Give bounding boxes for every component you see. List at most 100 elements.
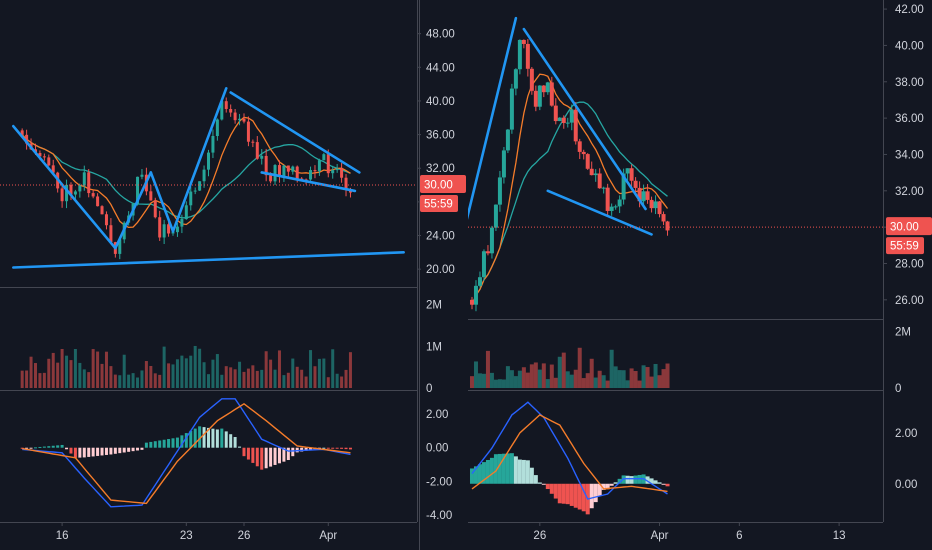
candle-body xyxy=(238,118,242,121)
candle-body xyxy=(617,199,622,207)
volume-bar xyxy=(286,372,290,388)
volume-bar xyxy=(193,345,197,388)
macd-histogram-bar xyxy=(193,428,197,448)
candle-body xyxy=(25,134,29,144)
left-chart[interactable]: 20.0024.0028.0032.0036.0040.0044.0048.00… xyxy=(0,0,466,542)
volume-bar xyxy=(69,360,73,388)
macd-histogram-bar xyxy=(665,483,670,487)
volume-bar xyxy=(493,379,498,388)
macd-histogram-bar xyxy=(149,441,153,448)
volume-bar xyxy=(158,374,162,388)
macd-histogram-bar xyxy=(481,462,486,484)
volume-bar xyxy=(317,358,321,388)
candle-body xyxy=(295,166,299,179)
trendline[interactable] xyxy=(171,87,228,233)
volume-bar xyxy=(273,369,277,388)
volume-bar xyxy=(251,365,255,388)
macd-histogram-bar xyxy=(82,447,86,458)
macd-histogram-bar xyxy=(291,447,295,457)
macd-histogram-bar xyxy=(65,447,69,450)
trendline[interactable] xyxy=(522,27,647,211)
candle-body xyxy=(140,174,144,177)
volume-bar xyxy=(629,368,634,388)
candle-body xyxy=(517,39,522,70)
candle-body xyxy=(485,251,490,254)
macd-tick-label: -2.00 xyxy=(426,476,452,488)
volume-bar xyxy=(335,373,339,388)
volume-bar xyxy=(331,349,335,388)
volume-bar xyxy=(509,370,514,388)
candle-body xyxy=(497,177,502,205)
macd-histogram-bar xyxy=(617,478,622,484)
macd-histogram-bar xyxy=(304,447,308,451)
volume-tick-label: 2M xyxy=(895,326,911,338)
volume-bar xyxy=(277,350,281,388)
macd-histogram-bar xyxy=(29,447,33,449)
trendline[interactable] xyxy=(260,171,357,193)
candle-body xyxy=(322,154,326,161)
volume-bar xyxy=(224,366,228,388)
volume-bar xyxy=(585,373,590,388)
candle-body xyxy=(198,181,202,191)
candle-body xyxy=(78,185,82,192)
macd-histogram-bar xyxy=(629,476,634,484)
macd-histogram-bar xyxy=(581,483,586,512)
candle-body xyxy=(82,172,86,186)
volume-bar xyxy=(291,358,295,388)
candle-body xyxy=(501,150,506,178)
trendline[interactable] xyxy=(464,16,518,231)
macd-histogram-bar xyxy=(657,482,662,484)
volume-bar xyxy=(649,376,654,388)
macd-histogram-bar xyxy=(220,428,224,448)
macd-histogram-bar xyxy=(118,447,122,454)
macd-histogram-bar xyxy=(211,428,215,448)
macd-histogram-bar xyxy=(340,447,344,449)
candle-body xyxy=(335,168,339,171)
volume-bar xyxy=(322,358,326,388)
macd-tick-label: 0.00 xyxy=(895,479,917,491)
candle-body xyxy=(573,109,578,142)
macd-histogram-bar xyxy=(497,453,502,484)
macd-histogram-bar xyxy=(100,447,104,456)
countdown-tag xyxy=(420,195,458,213)
volume-bar xyxy=(501,379,506,388)
candle-body xyxy=(91,193,95,197)
macd-histogram-bar xyxy=(122,447,126,453)
volume-bar xyxy=(597,370,602,388)
macd-histogram-bar xyxy=(549,483,554,494)
right-chart[interactable]: 26.00 28.00 30.00 32.00 34.00 36.00 38.00 40.00… xyxy=(464,0,932,542)
volume-bar xyxy=(260,369,264,388)
volume-bar xyxy=(47,358,51,388)
candle-body xyxy=(246,121,250,142)
candle-body xyxy=(609,206,614,211)
volume-bar xyxy=(246,368,250,388)
trendline[interactable] xyxy=(149,171,175,233)
price-tick-label: 26.00 xyxy=(895,295,924,307)
candle-body xyxy=(273,165,277,182)
trendline[interactable] xyxy=(229,91,361,174)
candle-body xyxy=(193,190,197,192)
macd-histogram-bar xyxy=(300,447,304,452)
macd-histogram-bar xyxy=(322,447,326,449)
signal-line xyxy=(471,414,668,493)
volume-bar xyxy=(637,380,642,388)
candle-body xyxy=(649,199,654,209)
volume-tick-label: 0 xyxy=(895,383,901,395)
macd-histogram-bar xyxy=(51,445,55,448)
candle-body xyxy=(665,221,670,231)
price-tick-label: 40.00 xyxy=(426,96,455,108)
volume-bar xyxy=(641,365,646,388)
macd-histogram-bar xyxy=(131,447,135,452)
time-tick-label: 23 xyxy=(180,530,193,542)
candle-body xyxy=(473,285,478,305)
candle-body xyxy=(613,206,618,208)
macd-histogram-bar xyxy=(273,447,277,465)
macd-histogram-bar xyxy=(661,483,666,485)
candle-body xyxy=(109,225,113,243)
candle-body xyxy=(215,119,219,136)
trendline[interactable] xyxy=(12,251,405,269)
trendline[interactable] xyxy=(12,124,117,250)
trendline[interactable] xyxy=(546,189,653,236)
macd-histogram-bar xyxy=(73,447,77,458)
